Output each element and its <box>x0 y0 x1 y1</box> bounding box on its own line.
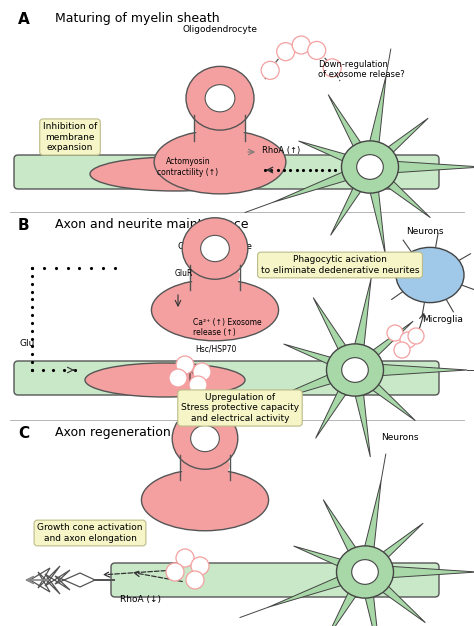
Ellipse shape <box>193 363 211 381</box>
Text: Ca²⁺ (↑) Exosome
release (↑): Ca²⁺ (↑) Exosome release (↑) <box>193 318 262 337</box>
Polygon shape <box>381 585 425 623</box>
Ellipse shape <box>191 426 219 451</box>
Polygon shape <box>390 567 474 578</box>
Text: Actomyosin
contractility (↑): Actomyosin contractility (↑) <box>157 157 219 177</box>
Polygon shape <box>313 297 346 351</box>
Polygon shape <box>316 389 346 438</box>
Polygon shape <box>326 591 356 626</box>
Ellipse shape <box>194 110 246 143</box>
Text: Neurons: Neurons <box>406 227 444 236</box>
Ellipse shape <box>166 563 184 581</box>
Polygon shape <box>330 187 361 235</box>
Ellipse shape <box>152 279 279 341</box>
Polygon shape <box>328 95 361 148</box>
Ellipse shape <box>191 557 209 575</box>
Polygon shape <box>259 374 333 405</box>
FancyBboxPatch shape <box>14 155 439 189</box>
Ellipse shape <box>292 36 310 54</box>
Polygon shape <box>395 162 474 173</box>
Ellipse shape <box>261 61 279 80</box>
Polygon shape <box>372 321 413 357</box>
Text: Maturing of myelin sheath: Maturing of myelin sheath <box>55 12 219 25</box>
Ellipse shape <box>277 43 295 61</box>
Ellipse shape <box>181 449 229 482</box>
Text: RhoA (↓): RhoA (↓) <box>120 595 161 604</box>
Ellipse shape <box>154 130 286 194</box>
Ellipse shape <box>394 342 410 358</box>
Ellipse shape <box>189 376 207 394</box>
Ellipse shape <box>85 363 245 397</box>
Ellipse shape <box>408 328 424 344</box>
Text: Oligodendrocyte: Oligodendrocyte <box>182 25 257 34</box>
Ellipse shape <box>191 259 239 292</box>
Ellipse shape <box>342 357 368 382</box>
Polygon shape <box>386 180 430 218</box>
Text: Oligodendrocyte: Oligodendrocyte <box>177 242 253 251</box>
Polygon shape <box>283 344 333 365</box>
Text: A: A <box>18 12 30 27</box>
Polygon shape <box>365 595 380 626</box>
Ellipse shape <box>337 546 393 598</box>
Polygon shape <box>382 523 423 559</box>
Text: RhoA (↑): RhoA (↑) <box>262 145 300 155</box>
Text: Inhibition of
membrane
expansion: Inhibition of membrane expansion <box>43 122 97 152</box>
Text: Neurons: Neurons <box>381 433 419 442</box>
FancyBboxPatch shape <box>111 563 439 597</box>
Text: B: B <box>18 218 29 233</box>
Ellipse shape <box>169 369 187 387</box>
Text: Phagocytic acivation
to eliminate dedenerative neurites: Phagocytic acivation to eliminate dedene… <box>261 255 419 275</box>
Polygon shape <box>30 566 115 594</box>
Polygon shape <box>273 171 348 202</box>
Ellipse shape <box>341 141 399 193</box>
Text: Schwann cell: Schwann cell <box>175 446 235 455</box>
Ellipse shape <box>308 41 326 59</box>
Ellipse shape <box>205 85 235 112</box>
Ellipse shape <box>186 571 204 589</box>
Ellipse shape <box>176 549 194 567</box>
Ellipse shape <box>186 66 254 130</box>
Text: Axon and neurite maintanance: Axon and neurite maintanance <box>55 218 248 231</box>
Polygon shape <box>293 546 343 567</box>
Polygon shape <box>299 141 348 162</box>
Ellipse shape <box>90 157 260 191</box>
Ellipse shape <box>400 332 416 348</box>
Ellipse shape <box>201 235 229 262</box>
Polygon shape <box>371 382 415 421</box>
Polygon shape <box>355 279 371 347</box>
Ellipse shape <box>396 247 464 302</box>
Text: Axon regeneration: Axon regeneration <box>55 426 171 439</box>
Polygon shape <box>365 480 381 548</box>
Text: Microglia: Microglia <box>422 315 463 324</box>
Ellipse shape <box>172 408 238 470</box>
Ellipse shape <box>327 344 383 396</box>
Polygon shape <box>380 364 467 376</box>
Text: Glu: Glu <box>20 339 36 347</box>
Ellipse shape <box>387 325 403 341</box>
Polygon shape <box>370 190 385 254</box>
Polygon shape <box>386 118 428 154</box>
Polygon shape <box>355 394 370 457</box>
Text: Upregulation of
Stress protective capacity
and electrical activity: Upregulation of Stress protective capaci… <box>181 393 299 423</box>
Ellipse shape <box>176 356 194 374</box>
Text: GluR: GluR <box>175 269 193 278</box>
Ellipse shape <box>182 218 248 279</box>
Polygon shape <box>370 75 386 143</box>
Ellipse shape <box>357 155 383 180</box>
Ellipse shape <box>141 470 269 531</box>
Text: Down-regulation
of exosome release?: Down-regulation of exosome release? <box>318 60 405 80</box>
Text: C: C <box>18 426 29 441</box>
Polygon shape <box>269 576 344 607</box>
Ellipse shape <box>323 59 341 77</box>
FancyBboxPatch shape <box>14 361 439 395</box>
Polygon shape <box>323 500 356 553</box>
Text: Growth cone activation
and axon elongation: Growth cone activation and axon elongati… <box>37 523 143 543</box>
Text: Hsc/HSP70: Hsc/HSP70 <box>195 345 237 354</box>
Ellipse shape <box>352 560 378 584</box>
